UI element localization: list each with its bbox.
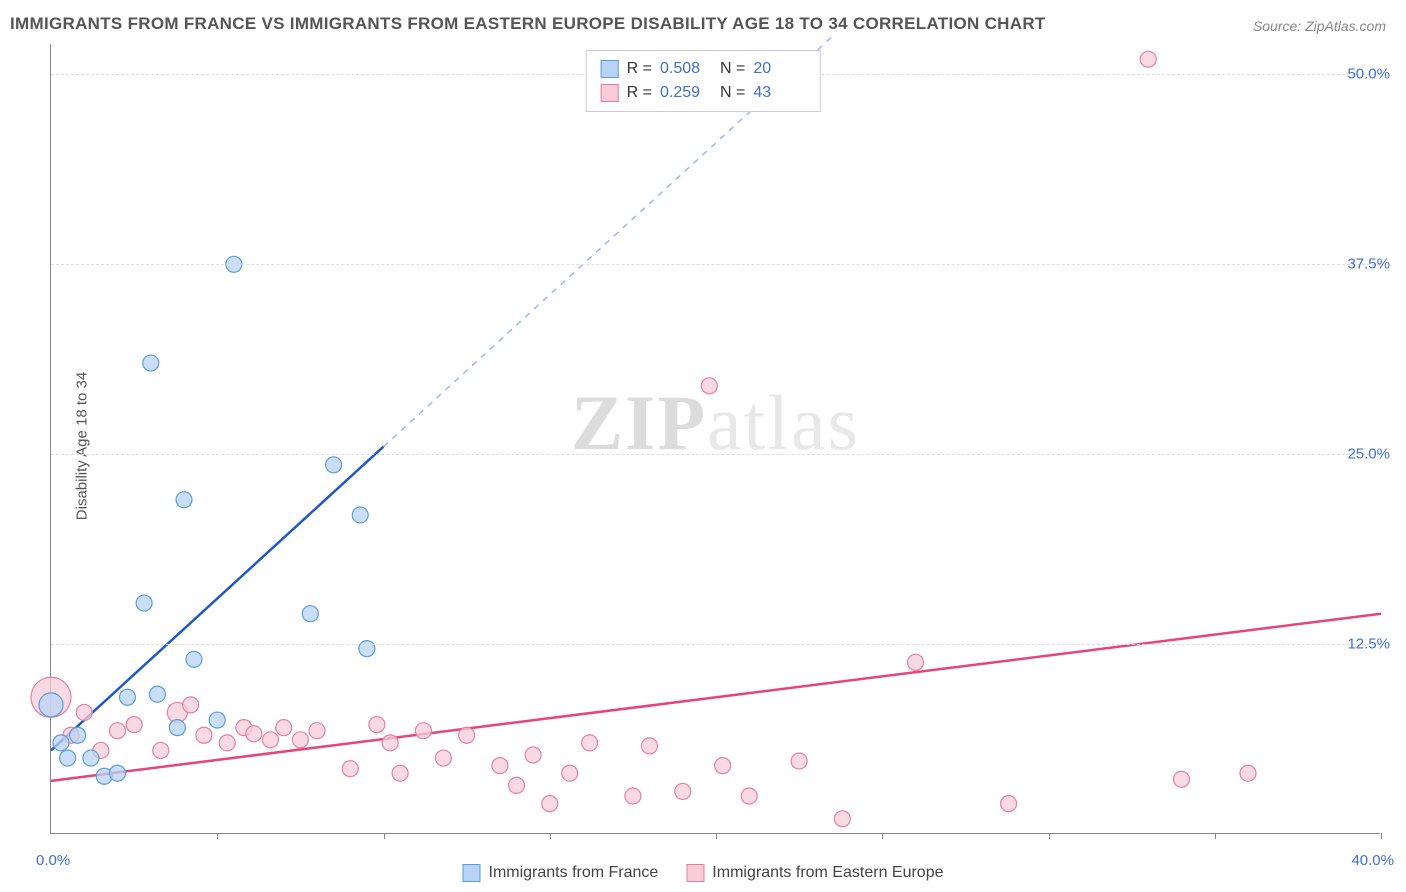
data-point bbox=[309, 723, 325, 739]
data-point bbox=[492, 758, 508, 774]
x-tick bbox=[1049, 833, 1050, 839]
data-point bbox=[459, 727, 475, 743]
legend-bottom: Immigrants from France Immigrants from E… bbox=[462, 864, 943, 882]
data-point bbox=[675, 783, 691, 799]
data-point bbox=[582, 735, 598, 751]
legend-item: Immigrants from France bbox=[462, 864, 658, 882]
data-point bbox=[39, 693, 63, 717]
data-point bbox=[741, 788, 757, 804]
data-point bbox=[70, 727, 86, 743]
data-point bbox=[119, 689, 135, 705]
data-point bbox=[149, 686, 165, 702]
data-point bbox=[1240, 765, 1256, 781]
data-point bbox=[392, 765, 408, 781]
data-point bbox=[209, 712, 225, 728]
x-tick bbox=[1381, 833, 1382, 839]
data-point bbox=[834, 811, 850, 827]
data-point bbox=[53, 735, 69, 751]
gridline bbox=[51, 264, 1380, 265]
gridline bbox=[51, 454, 1380, 455]
data-point bbox=[908, 654, 924, 670]
x-tick bbox=[1215, 833, 1216, 839]
data-point bbox=[136, 595, 152, 611]
x-axis-min-label: 0.0% bbox=[36, 852, 70, 869]
data-point bbox=[183, 697, 199, 713]
y-tick-label: 50.0% bbox=[1347, 66, 1390, 83]
data-point bbox=[169, 720, 185, 736]
legend-swatch-blue bbox=[601, 60, 619, 78]
legend-top-row: R = 0.259 N = 43 bbox=[601, 81, 806, 105]
data-point bbox=[415, 723, 431, 739]
data-point bbox=[1001, 796, 1017, 812]
data-point bbox=[186, 651, 202, 667]
x-tick bbox=[550, 833, 551, 839]
data-point bbox=[76, 704, 92, 720]
gridline bbox=[51, 644, 1380, 645]
data-point bbox=[509, 777, 525, 793]
legend-top: R = 0.508 N = 20 R = 0.259 N = 43 bbox=[586, 50, 821, 112]
data-point bbox=[262, 732, 278, 748]
data-point bbox=[60, 750, 76, 766]
x-tick bbox=[217, 833, 218, 839]
plot-area: ZIPatlas bbox=[50, 44, 1380, 834]
data-point bbox=[83, 750, 99, 766]
data-point bbox=[153, 742, 169, 758]
data-point bbox=[126, 717, 142, 733]
legend-top-row: R = 0.508 N = 20 bbox=[601, 57, 806, 81]
data-point bbox=[276, 720, 292, 736]
legend-swatch-pink bbox=[686, 864, 704, 882]
data-point bbox=[352, 507, 368, 523]
data-point bbox=[326, 457, 342, 473]
data-point bbox=[642, 738, 658, 754]
source-attribution: Source: ZipAtlas.com bbox=[1253, 18, 1386, 34]
data-point bbox=[382, 735, 398, 751]
y-tick-label: 37.5% bbox=[1347, 256, 1390, 273]
data-point bbox=[342, 761, 358, 777]
x-tick bbox=[882, 833, 883, 839]
y-tick-label: 12.5% bbox=[1347, 636, 1390, 653]
x-tick bbox=[384, 833, 385, 839]
data-point bbox=[525, 747, 541, 763]
data-point bbox=[791, 753, 807, 769]
data-point bbox=[302, 606, 318, 622]
data-point bbox=[110, 765, 126, 781]
data-point bbox=[176, 492, 192, 508]
data-point bbox=[625, 788, 641, 804]
legend-swatch-blue bbox=[462, 864, 480, 882]
data-point bbox=[715, 758, 731, 774]
data-point bbox=[435, 750, 451, 766]
data-point bbox=[359, 641, 375, 657]
legend-label: Immigrants from Eastern Europe bbox=[712, 864, 943, 882]
data-point bbox=[1174, 771, 1190, 787]
data-point bbox=[292, 732, 308, 748]
scatter-svg bbox=[51, 44, 1380, 833]
legend-item: Immigrants from Eastern Europe bbox=[686, 864, 943, 882]
legend-swatch-pink bbox=[601, 84, 619, 102]
data-point bbox=[562, 765, 578, 781]
data-point bbox=[110, 723, 126, 739]
data-point bbox=[196, 727, 212, 743]
data-point bbox=[701, 378, 717, 394]
data-point bbox=[143, 355, 159, 371]
chart-title: IMMIGRANTS FROM FRANCE VS IMMIGRANTS FRO… bbox=[10, 14, 1046, 34]
legend-label: Immigrants from France bbox=[488, 864, 658, 882]
x-axis-max-label: 40.0% bbox=[1351, 852, 1394, 869]
data-point bbox=[219, 735, 235, 751]
x-tick bbox=[716, 833, 717, 839]
data-point bbox=[369, 717, 385, 733]
data-point bbox=[246, 726, 262, 742]
data-point bbox=[1140, 51, 1156, 67]
data-point bbox=[542, 796, 558, 812]
y-tick-label: 25.0% bbox=[1347, 446, 1390, 463]
